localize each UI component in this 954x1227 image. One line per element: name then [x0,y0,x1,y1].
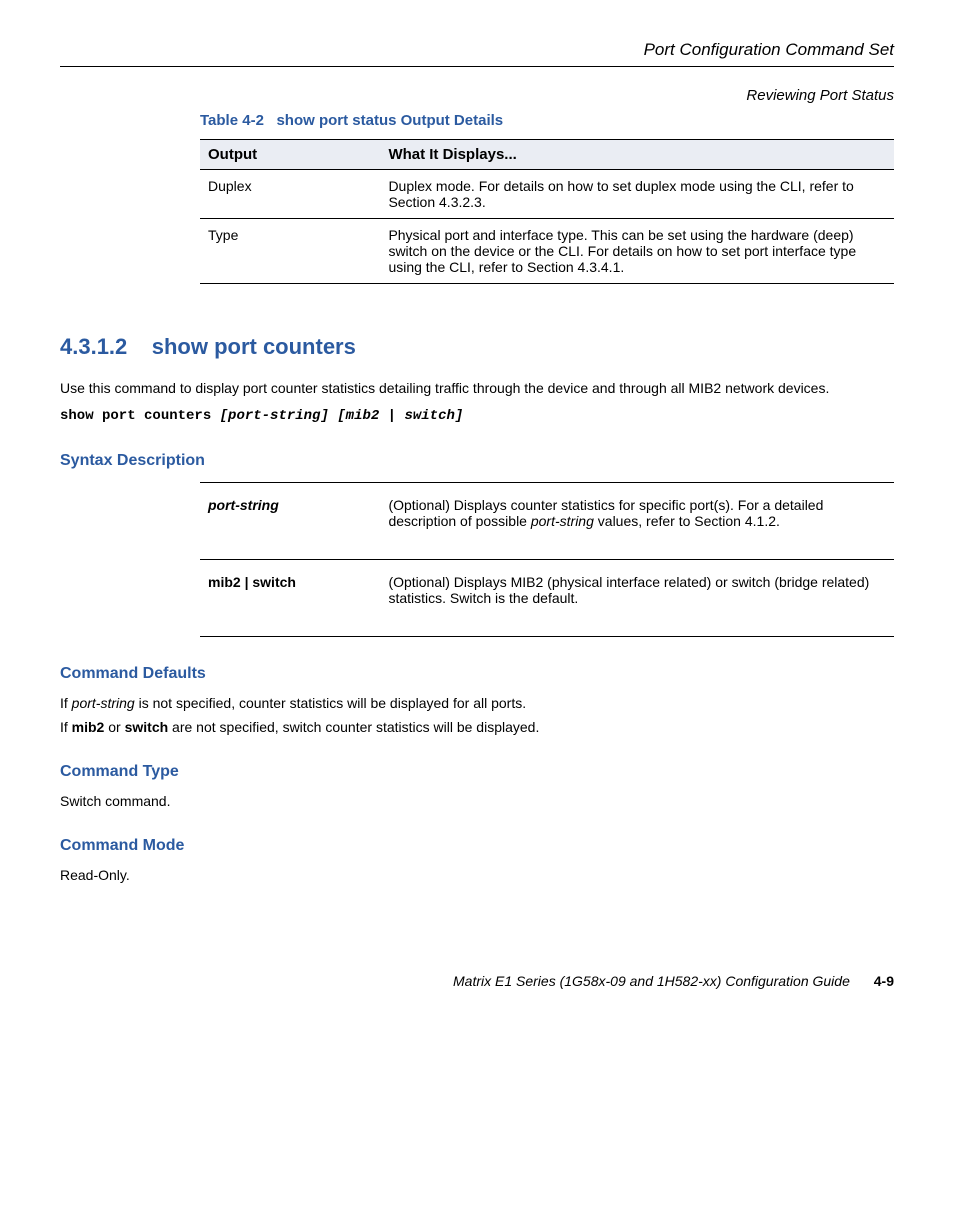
syntax-row: port-string (Optional) Displays counter … [200,483,894,560]
command-mode-heading: Command Mode [60,837,894,855]
table-cell-output: Type [200,219,380,284]
section-title: show port counters [152,334,356,359]
command-type-text: Switch command. [60,793,894,809]
section-heading: 4.3.1.2 show port counters [60,334,894,360]
syntax-command: show port counters [60,408,211,424]
header-subtitle: Reviewing Port Status [60,87,894,104]
table-caption-title: show port status Output Details [276,112,503,129]
command-defaults-line2: If mib2 or switch are not specified, swi… [60,719,894,735]
syntax-param-desc: (Optional) Displays MIB2 (physical inter… [380,560,894,637]
table-cell-desc: Duplex mode. For details on how to set d… [380,170,894,219]
table-header-row: Output What It Displays... [200,140,894,170]
syntax-params: [port-string] [mib2 | switch] [220,408,464,424]
section-number: 4.3.1.2 [60,334,127,359]
table-row: Type Physical port and interface type. T… [200,219,894,284]
header-title: Port Configuration Command Set [60,40,894,60]
table-caption: Table 4-2 show port status Output Detail… [200,112,894,129]
table-cell-desc: Physical port and interface type. This c… [380,219,894,284]
command-type-heading: Command Type [60,763,894,781]
table-caption-label: Table 4-2 [200,112,264,129]
syntax-row: mib2 | switch (Optional) Displays MIB2 (… [200,560,894,637]
syntax-line: show port counters [port-string] [mib2 |… [60,408,894,424]
page-footer: Matrix E1 Series (1G58x-09 and 1H582-xx)… [60,973,894,989]
output-details-table: Output What It Displays... Duplex Duplex… [200,139,894,284]
syntax-param-name: port-string [200,483,380,560]
header-rule [60,66,894,67]
syntax-param-name: mib2 | switch [200,560,380,637]
table-header-desc: What It Displays... [380,140,894,170]
table-block: Table 4-2 show port status Output Detail… [200,112,894,284]
command-defaults-heading: Command Defaults [60,665,894,683]
page-header: Port Configuration Command Set Reviewing… [60,40,894,104]
footer-title: Matrix E1 Series (1G58x-09 and 1H582-xx)… [453,973,850,989]
syntax-param-desc: (Optional) Displays counter statistics f… [380,483,894,560]
section-intro: Use this command to display port counter… [60,380,894,396]
footer-page: 4-9 [874,973,894,989]
syntax-description-table: port-string (Optional) Displays counter … [200,482,894,637]
table-header-output: Output [200,140,380,170]
syntax-description-heading: Syntax Description [60,452,894,470]
command-defaults-line1: If port-string is not specified, counter… [60,695,894,711]
table-row: Duplex Duplex mode. For details on how t… [200,170,894,219]
command-mode-text: Read-Only. [60,867,894,883]
table-cell-output: Duplex [200,170,380,219]
